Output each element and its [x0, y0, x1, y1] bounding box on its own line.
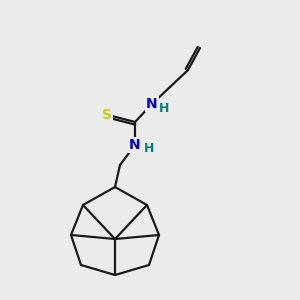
Text: H: H [159, 103, 169, 116]
Text: N: N [129, 138, 141, 152]
Text: N: N [146, 97, 158, 111]
Text: H: H [144, 142, 154, 155]
Text: S: S [102, 108, 112, 122]
